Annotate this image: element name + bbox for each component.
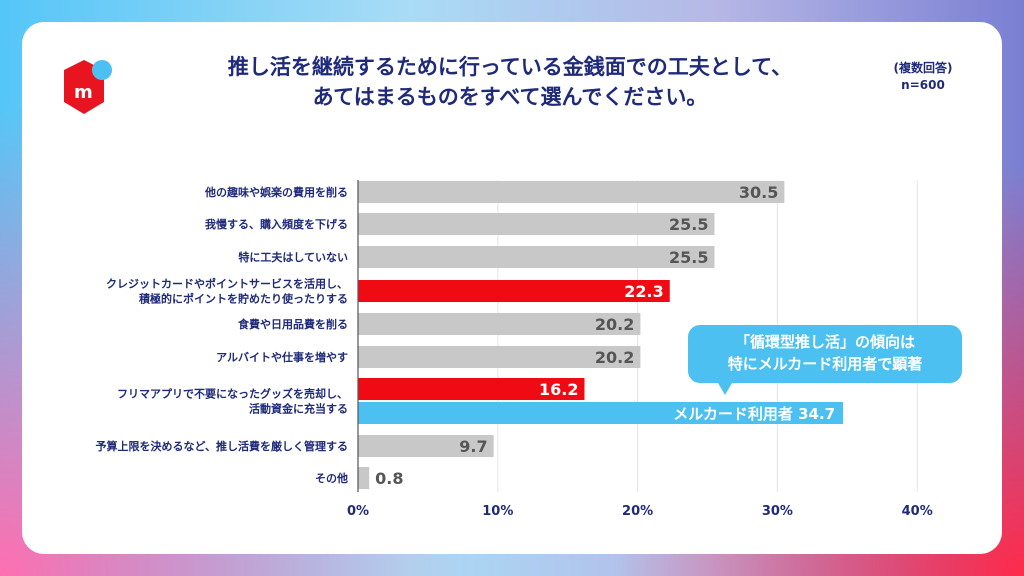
category-label: 積極的にポイントを貯めたり使ったりする (138, 292, 348, 306)
survey-note: (複数回答) n=600 (868, 60, 978, 94)
bar (358, 435, 494, 457)
category-label: フリマアプリで不要になったグッズを売却し、 (117, 387, 348, 401)
category-label: 他の趣味や娯楽の費用を削る (204, 185, 348, 199)
svg-text:m: m (74, 82, 93, 103)
title-line-1: 推し活を継続するために行っている金銭面での工夫として、 (227, 55, 793, 79)
bar (358, 181, 785, 203)
x-tick-label: 0% (347, 504, 369, 519)
callout-bubble: 「循環型推し活」の傾向は 特にメルカード利用者で顕著 (688, 325, 962, 395)
bar (358, 313, 641, 335)
category-label: 特に工夫はしていない (238, 250, 348, 264)
x-tick-label: 20% (622, 504, 653, 519)
category-label: 食費や日用品費を削る (238, 317, 348, 331)
value-label: 30.5 (739, 183, 778, 202)
x-tick-label: 40% (902, 504, 933, 519)
bar (358, 246, 715, 268)
value-label: 25.5 (669, 248, 708, 267)
value-label: 9.7 (459, 437, 487, 456)
bar (358, 346, 641, 368)
title-line-2: あてはまるものをすべて選んでください。 (312, 85, 708, 109)
value-label: 25.5 (669, 215, 708, 234)
value-label: 0.8 (375, 469, 403, 488)
callout-line-1: 「循環型推し活」の傾向は (734, 333, 915, 351)
callout-line-2: 特にメルカード利用者で顕著 (727, 355, 923, 373)
value-label: 20.2 (595, 348, 634, 367)
value-label: 16.2 (539, 380, 578, 399)
x-tick-label: 30% (762, 504, 793, 519)
value-label-mercard-users: メルカード利用者 34.7 (673, 405, 835, 423)
bar (358, 378, 585, 400)
category-label: クレジットカードやポイントサービスを活用し、 (106, 277, 348, 291)
mercari-logo: m (56, 58, 118, 124)
value-label: 22.3 (624, 282, 663, 301)
bar-mercard-users (358, 402, 844, 424)
bar (358, 213, 715, 235)
chart-title: 推し活を継続するために行っている金銭面での工夫として、 あてはまるものをすべて選… (150, 52, 870, 112)
value-label: 20.2 (595, 315, 634, 334)
category-label: アルバイトや仕事を増やす (216, 350, 348, 364)
x-tick-label: 10% (482, 504, 513, 519)
bar (358, 280, 670, 302)
category-label: 活動資金に充当する (249, 402, 348, 416)
category-label: その他 (315, 471, 348, 485)
category-label: 我慢する、購入頻度を下げる (205, 217, 348, 231)
bar (358, 467, 370, 489)
sample-size: n=600 (901, 78, 945, 92)
category-label: 予算上限を決めるなど、推し活費を厳しく管理する (96, 439, 348, 453)
multi-answer-note: (複数回答) (893, 61, 953, 75)
